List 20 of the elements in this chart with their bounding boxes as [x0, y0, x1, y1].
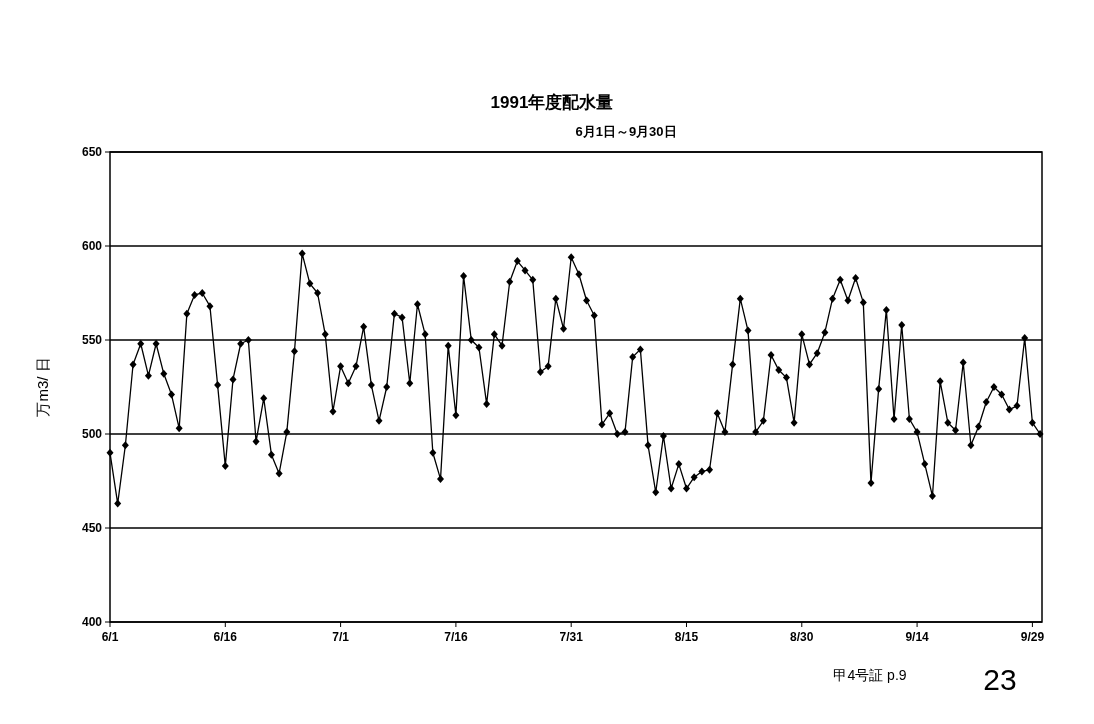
chart-subtitle: 6月1日～9月30日: [575, 124, 677, 139]
x-tick-label: 8/30: [790, 630, 814, 644]
x-tick-label: 6/1: [101, 630, 119, 644]
y-axis-title: 万m3/ 日: [34, 357, 51, 417]
text: 23: [983, 663, 1017, 696]
x-tick-label: 9/29: [1020, 630, 1045, 644]
y-tick-label: 550: [81, 333, 103, 347]
x-tick-label: 8/15: [674, 630, 699, 644]
text: 甲4号証 p.9: [833, 667, 907, 683]
chart-title: 1991年度配水量: [490, 93, 614, 112]
x-tick-label: 7/16: [444, 630, 468, 644]
y-tick-label: 400: [81, 615, 103, 629]
x-tick-label: 6/16: [213, 630, 238, 644]
y-tick-label: 500: [81, 427, 103, 441]
x-tick-label: 7/1: [332, 630, 350, 644]
x-tick-label: 9/14: [905, 630, 930, 644]
x-tick-label: 7/31: [559, 630, 584, 644]
y-tick-label: 600: [81, 239, 103, 253]
y-tick-label: 650: [81, 145, 103, 159]
y-tick-label: 450: [81, 521, 103, 535]
